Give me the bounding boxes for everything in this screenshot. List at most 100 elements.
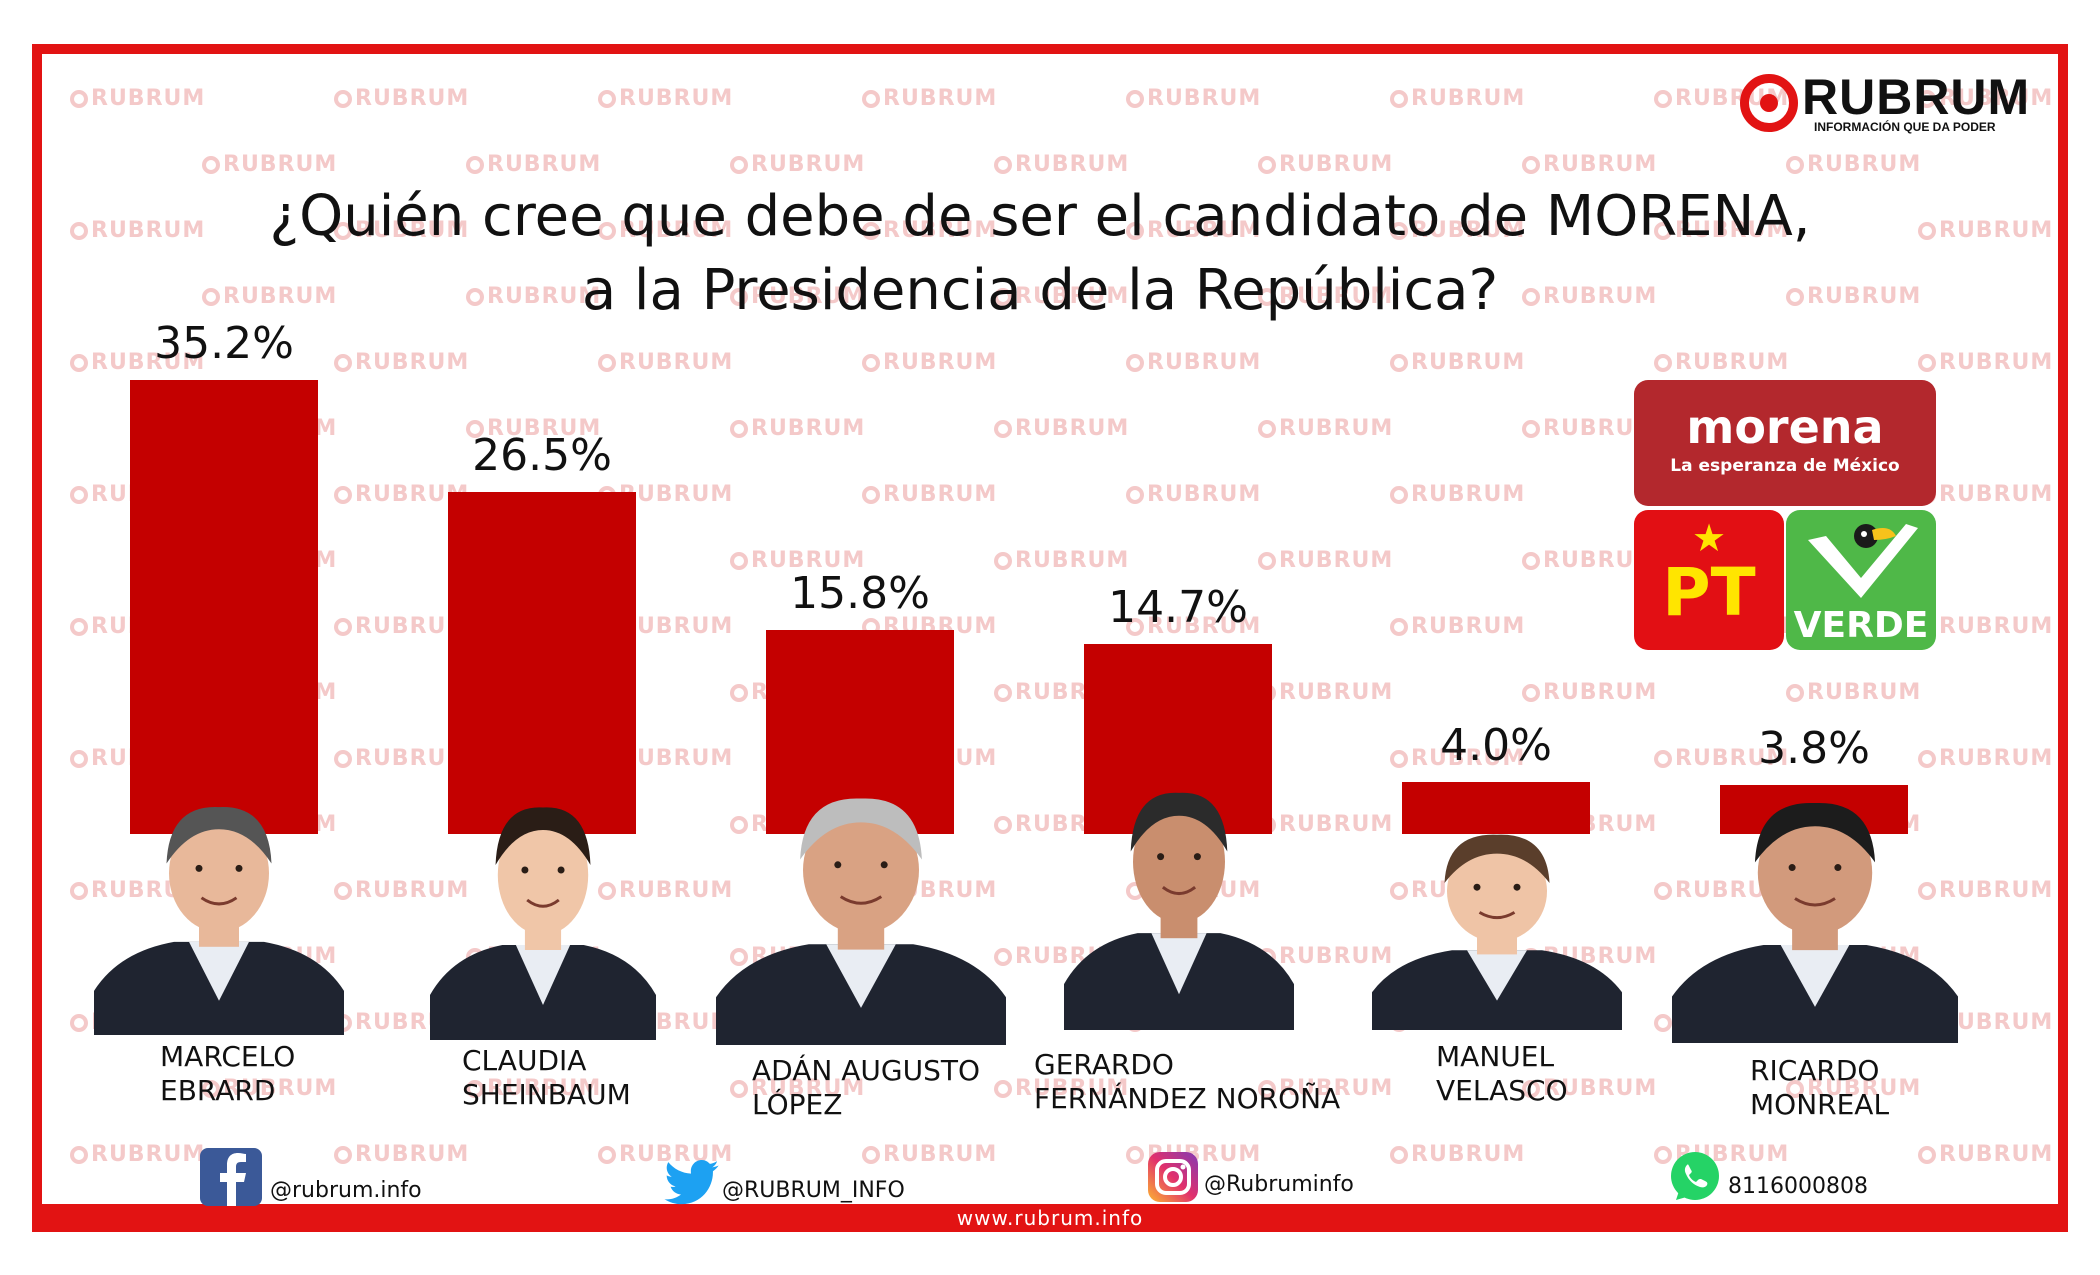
watermark-ring-icon — [1786, 156, 1804, 174]
watermark-ring-icon — [730, 288, 748, 306]
watermark: RUBRUM — [1522, 152, 1657, 177]
watermark-ring-icon — [1786, 684, 1804, 702]
facebook-handle[interactable]: @rubrum.info — [270, 1178, 422, 1203]
instagram-icon[interactable] — [1148, 1152, 1198, 1202]
watermark: RUBRUM — [466, 1076, 601, 1101]
watermark-text: RUBRUM — [1807, 1076, 1922, 1101]
candidate-name: MANUEL VELASCO — [1436, 1040, 1568, 1108]
watermark: RUBRUM — [598, 1142, 733, 1167]
watermark: RUBRUM — [1786, 1076, 1921, 1101]
watermark-text: RUBRUM — [1279, 680, 1394, 705]
watermark-text: RUBRUM — [619, 482, 734, 507]
watermark-ring-icon — [994, 420, 1012, 438]
whatsapp-icon[interactable] — [1668, 1150, 1722, 1204]
watermark: RUBRUM — [994, 284, 1129, 309]
watermark-ring-icon — [1918, 90, 1936, 108]
whatsapp-number[interactable]: 8116000808 — [1728, 1174, 1868, 1199]
watermark: RUBRUM — [598, 218, 733, 243]
website-link[interactable]: www.rubrum.info — [956, 1206, 1144, 1230]
watermark: RUBRUM — [1918, 86, 2053, 111]
candidate-name-line: FERNÁNDEZ NOROÑA — [1034, 1082, 1341, 1115]
watermark-ring-icon — [994, 288, 1012, 306]
candidate-name: CLAUDIA SHEINBAUM — [462, 1044, 631, 1112]
watermark-text: RUBRUM — [487, 152, 602, 177]
watermark-text: RUBRUM — [1015, 284, 1130, 309]
watermark: RUBRUM — [1258, 944, 1393, 969]
watermark: RUBRUM — [202, 1076, 337, 1101]
watermark-ring-icon — [1654, 222, 1672, 240]
bar — [1402, 782, 1590, 834]
watermark-text: RUBRUM — [91, 1142, 206, 1167]
watermark-ring-icon — [730, 684, 748, 702]
watermark-text: RUBRUM — [1543, 284, 1658, 309]
watermark: RUBRUM — [1786, 152, 1921, 177]
pt-logo: ★ PT — [1634, 510, 1784, 650]
watermark-ring-icon — [1258, 288, 1276, 306]
watermark: RUBRUM — [862, 86, 997, 111]
bar — [448, 492, 636, 834]
watermark: RUBRUM — [1390, 746, 1525, 771]
watermark-ring-icon — [862, 90, 880, 108]
watermark-text: RUBRUM — [1411, 614, 1526, 639]
watermark-ring-icon — [70, 882, 88, 900]
data-label: 3.8% — [1758, 722, 1870, 774]
watermark: RUBRUM — [994, 1076, 1129, 1101]
twitter-handle[interactable]: @RUBRUM_INFO — [722, 1178, 905, 1203]
watermark-ring-icon — [1522, 156, 1540, 174]
watermark-text: RUBRUM — [1675, 218, 1790, 243]
logo-name: RUBRUM — [1802, 69, 2031, 125]
watermark-ring-icon — [598, 1146, 616, 1164]
watermark: RUBRUM — [1654, 746, 1789, 771]
watermark-text: RUBRUM — [223, 152, 338, 177]
watermark-text: RUBRUM — [1807, 680, 1922, 705]
watermark-ring-icon — [862, 354, 880, 372]
facebook-icon[interactable] — [200, 1148, 262, 1206]
watermark-ring-icon — [334, 1146, 352, 1164]
watermark-ring-icon — [730, 420, 748, 438]
watermark: RUBRUM — [862, 1142, 997, 1167]
twitter-icon[interactable] — [664, 1160, 720, 1206]
logo-tagline: INFORMACIÓN QUE DA PODER — [1814, 120, 1996, 134]
watermark: RUBRUM — [862, 482, 997, 507]
watermark-text: RUBRUM — [619, 218, 734, 243]
watermark-text: RUBRUM — [619, 746, 734, 771]
watermark-ring-icon — [1126, 486, 1144, 504]
watermark-ring-icon — [1522, 552, 1540, 570]
data-label: 35.2% — [154, 318, 294, 369]
watermark-ring-icon — [598, 222, 616, 240]
pt-name: PT — [1662, 554, 1756, 631]
watermark: RUBRUM — [202, 284, 337, 309]
watermark-ring-icon — [1390, 618, 1408, 636]
watermark-text: RUBRUM — [1675, 350, 1790, 375]
candidate-name-line: RICARDO — [1750, 1054, 1880, 1087]
candidate-photo — [1672, 802, 1958, 1043]
watermark-text: RUBRUM — [1147, 86, 1262, 111]
watermark-text: RUBRUM — [1807, 284, 1922, 309]
watermark: RUBRUM — [1522, 284, 1657, 309]
watermark-text: RUBRUM — [1147, 218, 1262, 243]
watermark-text: RUBRUM — [619, 1142, 734, 1167]
watermark-ring-icon — [1654, 1014, 1672, 1032]
watermark-ring-icon — [70, 1146, 88, 1164]
watermark-text: RUBRUM — [751, 152, 866, 177]
watermark-text: RUBRUM — [1279, 812, 1394, 837]
watermark-ring-icon — [334, 750, 352, 768]
instagram-handle[interactable]: @Rubruminfo — [1204, 1172, 1354, 1197]
watermark-text: RUBRUM — [1279, 152, 1394, 177]
watermark: RUBRUM — [994, 416, 1129, 441]
watermark-ring-icon — [334, 222, 352, 240]
watermark-text: RUBRUM — [619, 86, 734, 111]
watermark-text: RUBRUM — [355, 1142, 470, 1167]
candidate-name: ADÁN AUGUSTO LÓPEZ — [752, 1054, 980, 1122]
watermark-text: RUBRUM — [487, 1076, 602, 1101]
watermark: RUBRUM — [1258, 284, 1393, 309]
watermark-ring-icon — [1654, 750, 1672, 768]
watermark-text: RUBRUM — [1279, 548, 1394, 573]
watermark-ring-icon — [730, 1080, 748, 1098]
watermark: RUBRUM — [1522, 1076, 1657, 1101]
watermark: RUBRUM — [70, 350, 205, 375]
watermark-text: RUBRUM — [751, 1076, 866, 1101]
watermark-text: RUBRUM — [1543, 680, 1658, 705]
watermark-ring-icon — [202, 1080, 220, 1098]
